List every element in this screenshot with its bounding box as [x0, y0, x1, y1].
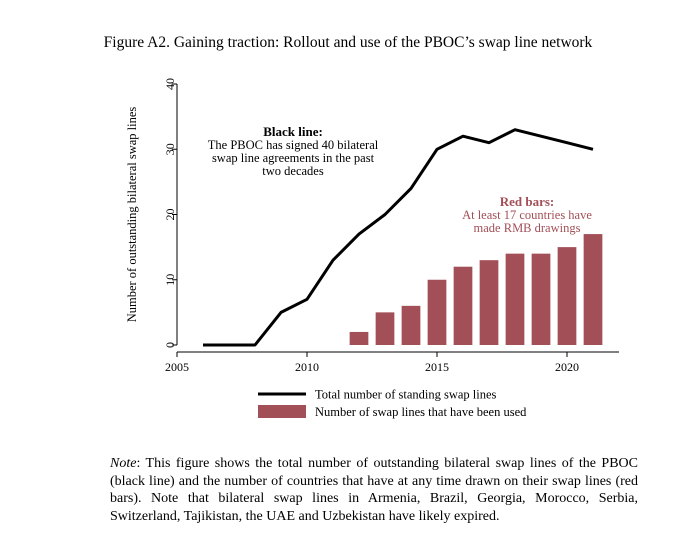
bar-2017: [479, 260, 499, 345]
note-text: : This figure shows the total number of …: [110, 456, 638, 524]
x-tick-label-2010: 2010: [295, 360, 319, 374]
annotations: Black line:The PBOC has signed 40 bilate…: [208, 124, 593, 235]
bar-2021: [583, 234, 603, 345]
legend: Total number of standing swap lines Numbe…: [258, 388, 527, 419]
bar-2013: [375, 312, 395, 345]
annotation-red-line: At least 17 countries have: [462, 208, 592, 222]
line-series: [203, 128, 594, 347]
y-tick-label-0: 0: [163, 342, 177, 348]
y-axis-label: Number of outstanding bilateral swap lin…: [125, 107, 139, 323]
legend-bar-swatch: [258, 405, 306, 418]
y-tick-label-10: 10: [163, 274, 177, 286]
y-tick-label-20: 20: [163, 209, 177, 221]
annotation-red-line: made RMB drawings: [474, 221, 581, 235]
annotation-black-line: two decades: [262, 164, 324, 178]
bar-2014: [401, 305, 421, 345]
annotation-black-line: swap line agreements in the past: [212, 151, 375, 165]
figure-title: Figure A2. Gaining traction: Rollout and…: [103, 34, 593, 51]
legend-line-label: Total number of standing swap lines: [315, 388, 497, 402]
series-line: [203, 128, 594, 347]
legend-bar-label: Number of swap lines that have been used: [315, 405, 527, 419]
bar-2020: [557, 247, 577, 345]
bar-series: [349, 234, 603, 345]
bar-2018: [505, 253, 525, 345]
axes: 0 10 20 30 40 2005 2010 2015 2020 Number of outst…: [125, 78, 619, 374]
annotation-black-line: The PBOC has signed 40 bilateral: [208, 138, 379, 152]
y-tick-label-40: 40: [163, 78, 177, 90]
bar-2016: [453, 266, 473, 345]
note-label: Note: [110, 456, 137, 471]
bar-2015: [427, 279, 447, 345]
figure-note: Note: This figure shows the total number…: [110, 455, 638, 525]
x-tick-label-2020: 2020: [555, 360, 579, 374]
x-tick-label-2005: 2005: [165, 360, 189, 374]
y-tick-label-30: 30: [163, 143, 177, 155]
x-tick-label-2015: 2015: [425, 360, 449, 374]
annotation-black-title: Black line:: [263, 124, 323, 139]
annotation-red-title: Red bars:: [500, 194, 555, 209]
bar-2019: [531, 253, 551, 345]
bar-2012: [349, 331, 369, 345]
